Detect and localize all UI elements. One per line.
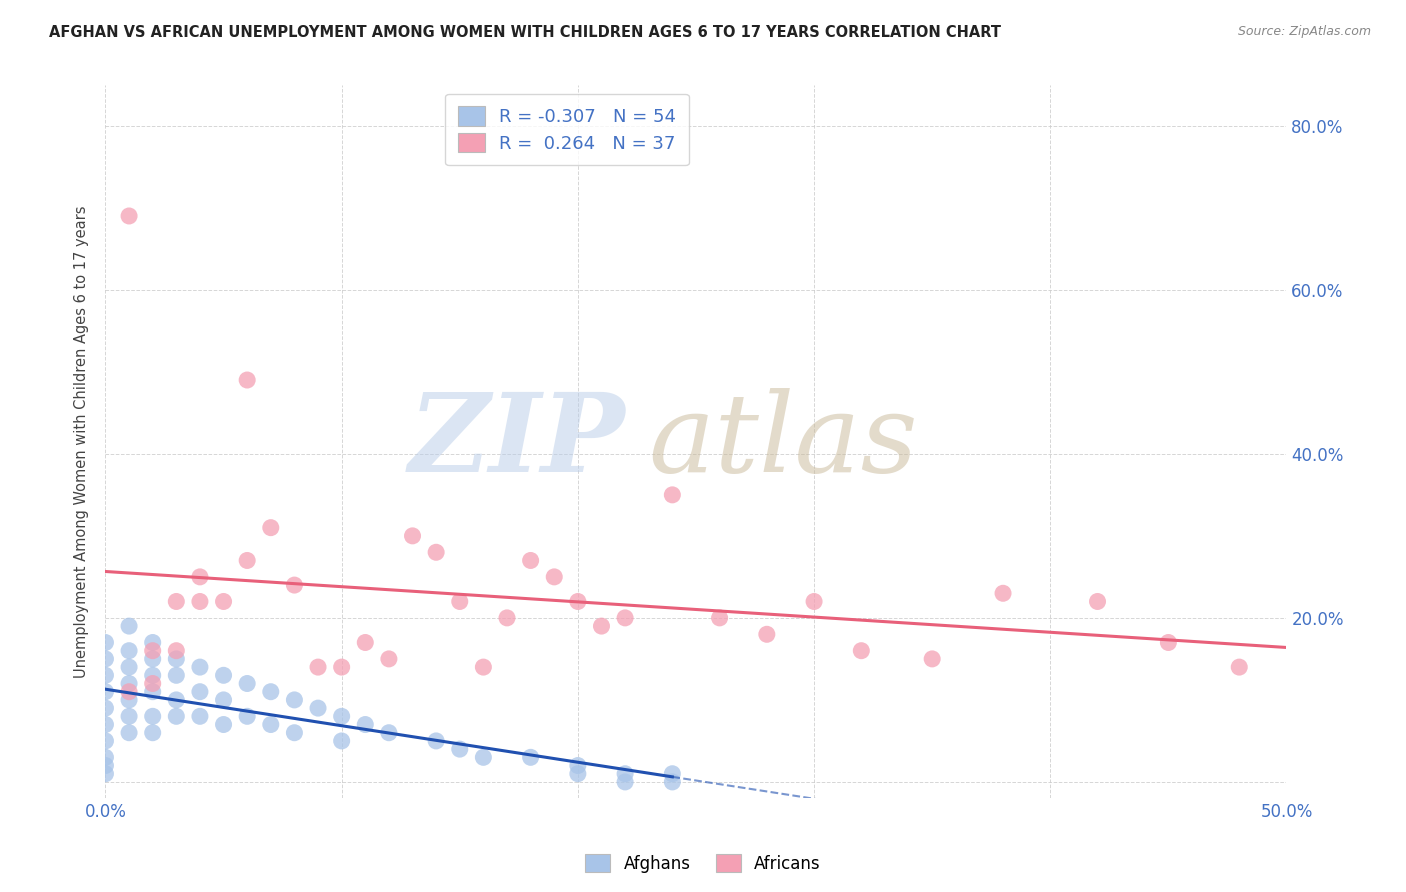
Point [142,643,165,657]
Text: Source: ZipAtlas.com: Source: ZipAtlas.com [1237,25,1371,38]
Point [118,643,141,657]
Point [519,553,541,567]
Point [851,643,873,657]
Point [236,553,259,567]
Point [425,734,447,748]
Point [188,684,211,698]
Point [591,619,613,633]
Point [212,668,235,682]
Legend: R = -0.307   N = 54, R =  0.264   N = 37: R = -0.307 N = 54, R = 0.264 N = 37 [446,94,689,165]
Y-axis label: Unemployment Among Women with Children Ages 6 to 17 years: Unemployment Among Women with Children A… [75,205,90,678]
Point [118,709,141,723]
Text: atlas: atlas [648,388,918,495]
Point [425,545,447,559]
Point [330,660,353,674]
Point [94,652,117,666]
Point [236,676,259,690]
Point [472,750,495,764]
Point [94,701,117,715]
Point [472,660,495,674]
Point [1087,594,1109,608]
Point [449,594,471,608]
Point [142,725,165,739]
Point [661,488,683,502]
Point [614,766,637,780]
Point [118,209,141,223]
Point [1227,660,1250,674]
Point [165,668,187,682]
Point [496,611,519,625]
Point [354,717,377,731]
Point [142,652,165,666]
Point [543,570,565,584]
Point [188,570,211,584]
Point [94,734,117,748]
Point [567,594,589,608]
Text: AFGHAN VS AFRICAN UNEMPLOYMENT AMONG WOMEN WITH CHILDREN AGES 6 TO 17 YEARS CORR: AFGHAN VS AFRICAN UNEMPLOYMENT AMONG WOM… [49,25,1001,40]
Point [212,594,235,608]
Legend: Afghans, Africans: Afghans, Africans [579,847,827,880]
Point [188,594,211,608]
Point [165,693,187,707]
Point [260,684,283,698]
Point [165,594,187,608]
Text: ZIP: ZIP [409,388,626,495]
Point [283,693,305,707]
Point [118,619,141,633]
Point [307,701,329,715]
Point [94,758,117,772]
Point [212,693,235,707]
Point [236,373,259,387]
Point [142,676,165,690]
Point [94,750,117,764]
Point [614,611,637,625]
Point [991,586,1014,600]
Point [212,717,235,731]
Point [94,684,117,698]
Point [118,693,141,707]
Point [142,684,165,698]
Point [283,578,305,592]
Point [165,643,187,657]
Point [1157,635,1180,649]
Point [118,676,141,690]
Point [755,627,778,641]
Point [567,758,589,772]
Point [921,652,943,666]
Point [142,709,165,723]
Point [519,750,541,764]
Point [661,775,683,789]
Point [378,652,401,666]
Point [614,775,637,789]
Point [330,709,353,723]
Point [118,725,141,739]
Point [236,709,259,723]
Point [94,766,117,780]
Point [307,660,329,674]
Point [188,660,211,674]
Point [94,717,117,731]
Point [94,668,117,682]
Point [330,734,353,748]
Point [283,725,305,739]
Point [449,742,471,756]
Point [142,668,165,682]
Point [661,766,683,780]
Point [118,660,141,674]
Point [401,529,423,543]
Point [165,652,187,666]
Point [188,709,211,723]
Point [165,709,187,723]
Point [94,635,117,649]
Point [118,684,141,698]
Point [709,611,731,625]
Point [803,594,825,608]
Point [260,717,283,731]
Point [378,725,401,739]
Point [354,635,377,649]
Point [567,766,589,780]
Point [260,521,283,535]
Point [142,635,165,649]
